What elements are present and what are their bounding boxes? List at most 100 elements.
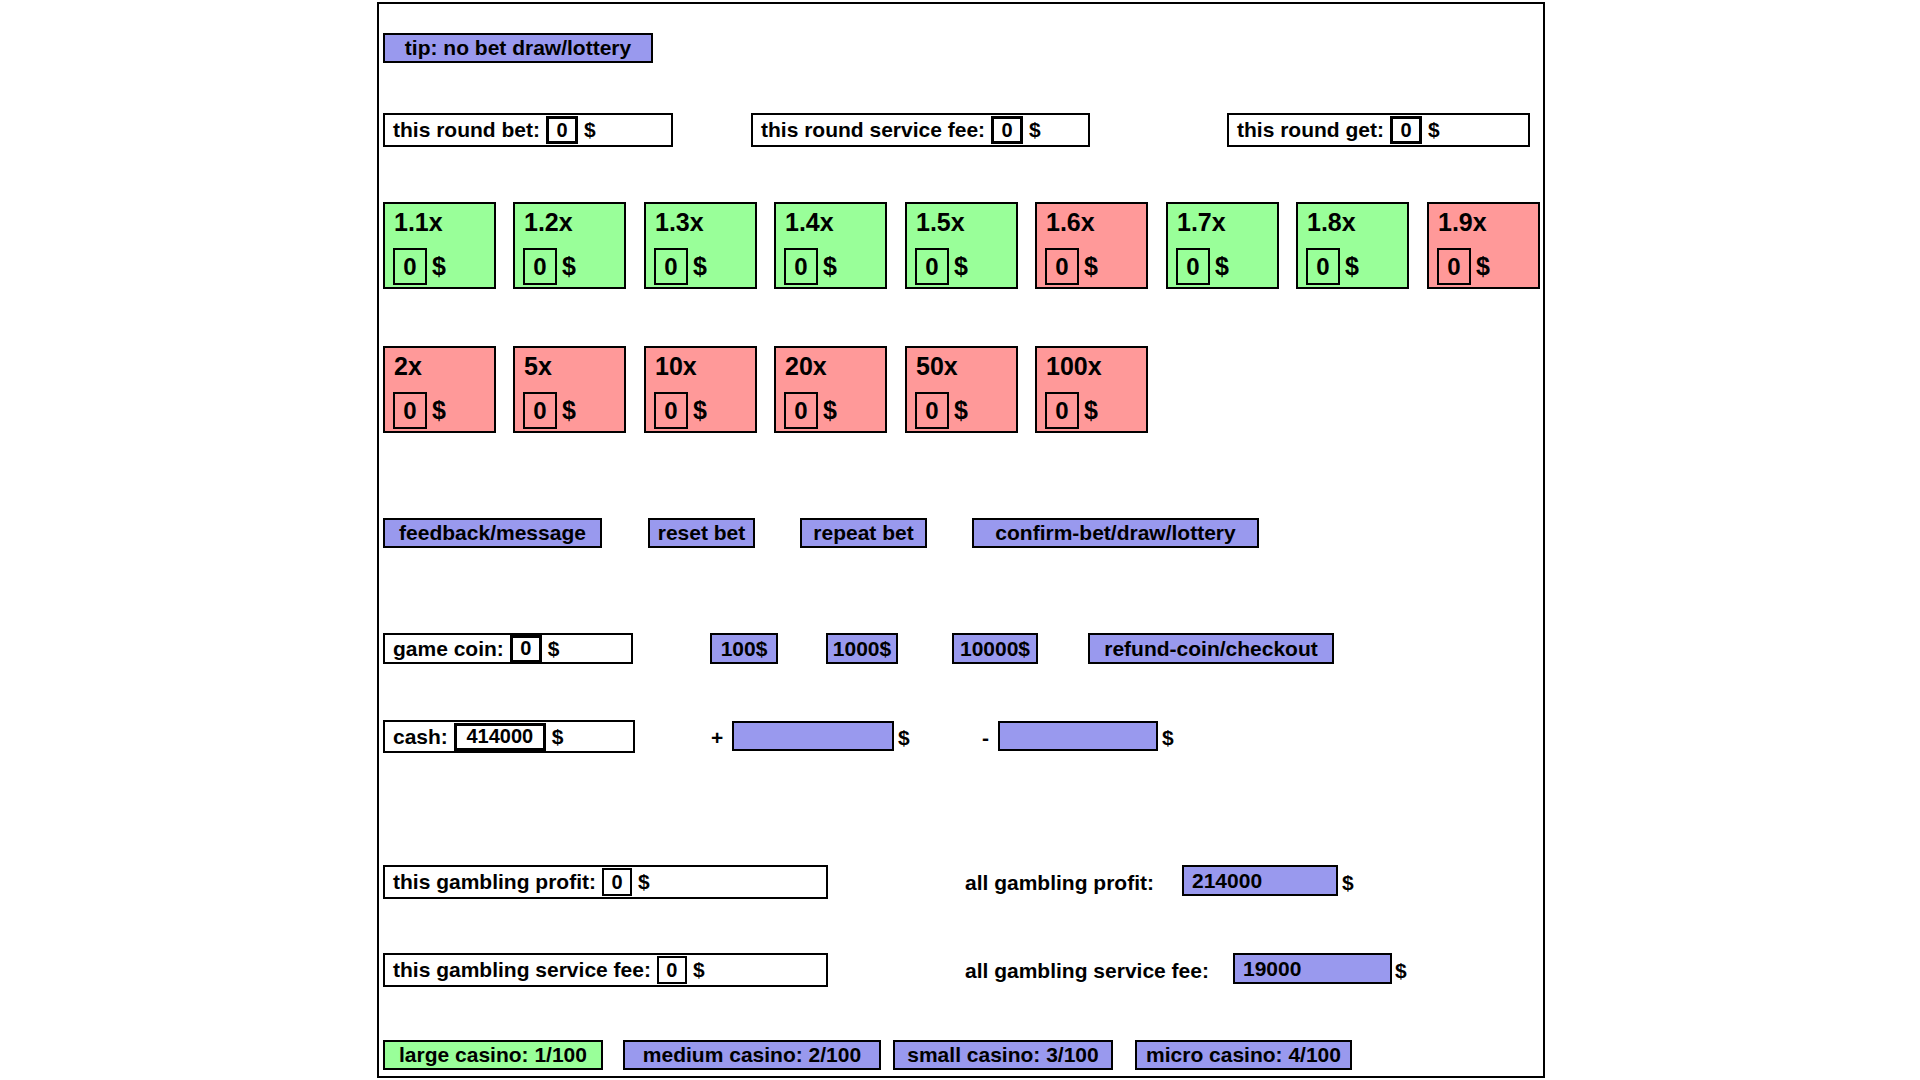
currency-sign: $ bbox=[584, 118, 596, 142]
this-gambling-profit-label: this gambling profit: bbox=[393, 870, 596, 894]
mult-input-1-6x[interactable] bbox=[1045, 248, 1079, 285]
round-get-input[interactable] bbox=[1390, 116, 1422, 144]
reset-bet-button[interactable]: reset bet bbox=[648, 518, 755, 548]
mult-label: 1.7x bbox=[1177, 208, 1226, 237]
mult-label: 1.4x bbox=[785, 208, 834, 237]
mult-input-1-3x[interactable] bbox=[654, 248, 688, 285]
round-service-fee-label: this round service fee: bbox=[761, 118, 985, 142]
mult-input-100x[interactable] bbox=[1045, 392, 1079, 429]
mult-box-1-7x: 1.7x $ bbox=[1166, 202, 1279, 289]
currency-sign: $ bbox=[823, 396, 837, 425]
mult-label: 5x bbox=[524, 352, 552, 381]
mult-box-100x: 100x $ bbox=[1035, 346, 1148, 433]
mult-box-1-5x: 1.5x $ bbox=[905, 202, 1018, 289]
casino-panel: tip: no bet draw/lottery this round bet:… bbox=[377, 2, 1545, 1078]
mult-input-20x[interactable] bbox=[784, 392, 818, 429]
mult-input-1-7x[interactable] bbox=[1176, 248, 1210, 285]
round-get-label: this round get: bbox=[1237, 118, 1384, 142]
currency-sign: $ bbox=[638, 870, 650, 894]
minus-sign: - bbox=[982, 726, 989, 750]
currency-sign: $ bbox=[898, 726, 910, 750]
cash-box: cash: $ bbox=[383, 720, 635, 753]
cash-minus-input[interactable] bbox=[998, 721, 1158, 751]
all-gambling-service-fee-value: 19000 bbox=[1233, 953, 1392, 984]
round-service-fee-input[interactable] bbox=[991, 116, 1023, 144]
mult-input-1-2x[interactable] bbox=[523, 248, 557, 285]
mult-input-2x[interactable] bbox=[393, 392, 427, 429]
this-gambling-service-fee-label: this gambling service fee: bbox=[393, 958, 651, 982]
all-gambling-profit-value: 214000 bbox=[1182, 865, 1338, 896]
mult-input-50x[interactable] bbox=[915, 392, 949, 429]
mult-input-1-8x[interactable] bbox=[1306, 248, 1340, 285]
mult-box-1-8x: 1.8x $ bbox=[1296, 202, 1409, 289]
currency-sign: $ bbox=[1029, 118, 1041, 142]
large-casino-button[interactable]: large casino: 1/100 bbox=[383, 1040, 603, 1070]
mult-box-1-2x: 1.2x $ bbox=[513, 202, 626, 289]
mult-label: 50x bbox=[916, 352, 958, 381]
currency-sign: $ bbox=[562, 396, 576, 425]
feedback-message-button[interactable]: feedback/message bbox=[383, 518, 602, 548]
plus-sign: + bbox=[711, 726, 723, 750]
mult-label: 100x bbox=[1046, 352, 1102, 381]
mult-label: 10x bbox=[655, 352, 697, 381]
currency-sign: $ bbox=[1395, 959, 1407, 983]
buy-1000-button[interactable]: 1000$ bbox=[826, 633, 898, 664]
mult-box-1-3x: 1.3x $ bbox=[644, 202, 757, 289]
game-coin-label: game coin: bbox=[393, 637, 504, 661]
currency-sign: $ bbox=[562, 252, 576, 281]
round-bet-input[interactable] bbox=[546, 116, 578, 144]
mult-input-10x[interactable] bbox=[654, 392, 688, 429]
mult-label: 1.8x bbox=[1307, 208, 1356, 237]
mult-label: 1.9x bbox=[1438, 208, 1487, 237]
medium-casino-button[interactable]: medium casino: 2/100 bbox=[623, 1040, 881, 1070]
round-service-fee-box: this round service fee: $ bbox=[751, 113, 1090, 147]
mult-box-5x: 5x $ bbox=[513, 346, 626, 433]
mult-input-1-4x[interactable] bbox=[784, 248, 818, 285]
this-gambling-profit-box: this gambling profit: $ bbox=[383, 865, 828, 899]
refund-coin-checkout-button[interactable]: refund-coin/checkout bbox=[1088, 633, 1334, 664]
confirm-bet-draw-lottery-button[interactable]: confirm-bet/draw/lottery bbox=[972, 518, 1259, 548]
currency-sign: $ bbox=[1215, 252, 1229, 281]
mult-box-1-9x: 1.9x $ bbox=[1427, 202, 1540, 289]
currency-sign: $ bbox=[552, 725, 564, 749]
small-casino-button[interactable]: small casino: 3/100 bbox=[893, 1040, 1113, 1070]
mult-box-20x: 20x $ bbox=[774, 346, 887, 433]
mult-input-1-5x[interactable] bbox=[915, 248, 949, 285]
cash-label: cash: bbox=[393, 725, 448, 749]
mult-box-10x: 10x $ bbox=[644, 346, 757, 433]
repeat-bet-button[interactable]: repeat bet bbox=[800, 518, 927, 548]
mult-input-5x[interactable] bbox=[523, 392, 557, 429]
currency-sign: $ bbox=[693, 252, 707, 281]
cash-input[interactable] bbox=[454, 723, 546, 751]
mult-label: 1.5x bbox=[916, 208, 965, 237]
mult-input-1-9x[interactable] bbox=[1437, 248, 1471, 285]
all-gambling-service-fee-label: all gambling service fee: bbox=[965, 959, 1209, 983]
mult-label: 2x bbox=[394, 352, 422, 381]
this-gambling-profit-input[interactable] bbox=[602, 868, 632, 896]
buy-10000-button[interactable]: 10000$ bbox=[952, 633, 1038, 664]
currency-sign: $ bbox=[693, 958, 705, 982]
mult-input-1-1x[interactable] bbox=[393, 248, 427, 285]
this-gambling-service-fee-box: this gambling service fee: $ bbox=[383, 953, 828, 987]
currency-sign: $ bbox=[1345, 252, 1359, 281]
buy-100-button[interactable]: 100$ bbox=[710, 633, 778, 664]
this-gambling-service-fee-input[interactable] bbox=[657, 956, 687, 984]
currency-sign: $ bbox=[1084, 252, 1098, 281]
mult-label: 1.6x bbox=[1046, 208, 1095, 237]
currency-sign: $ bbox=[1342, 871, 1354, 895]
micro-casino-button[interactable]: micro casino: 4/100 bbox=[1135, 1040, 1352, 1070]
round-get-box: this round get: $ bbox=[1227, 113, 1530, 147]
mult-label: 20x bbox=[785, 352, 827, 381]
round-bet-label: this round bet: bbox=[393, 118, 540, 142]
currency-sign: $ bbox=[1084, 396, 1098, 425]
currency-sign: $ bbox=[693, 396, 707, 425]
tip-banner: tip: no bet draw/lottery bbox=[383, 33, 653, 63]
currency-sign: $ bbox=[432, 252, 446, 281]
round-bet-box: this round bet: $ bbox=[383, 113, 673, 147]
currency-sign: $ bbox=[432, 396, 446, 425]
mult-box-1-6x: 1.6x $ bbox=[1035, 202, 1148, 289]
currency-sign: $ bbox=[1162, 726, 1174, 750]
game-coin-input[interactable] bbox=[510, 635, 542, 663]
currency-sign: $ bbox=[1476, 252, 1490, 281]
cash-plus-input[interactable] bbox=[732, 721, 894, 751]
